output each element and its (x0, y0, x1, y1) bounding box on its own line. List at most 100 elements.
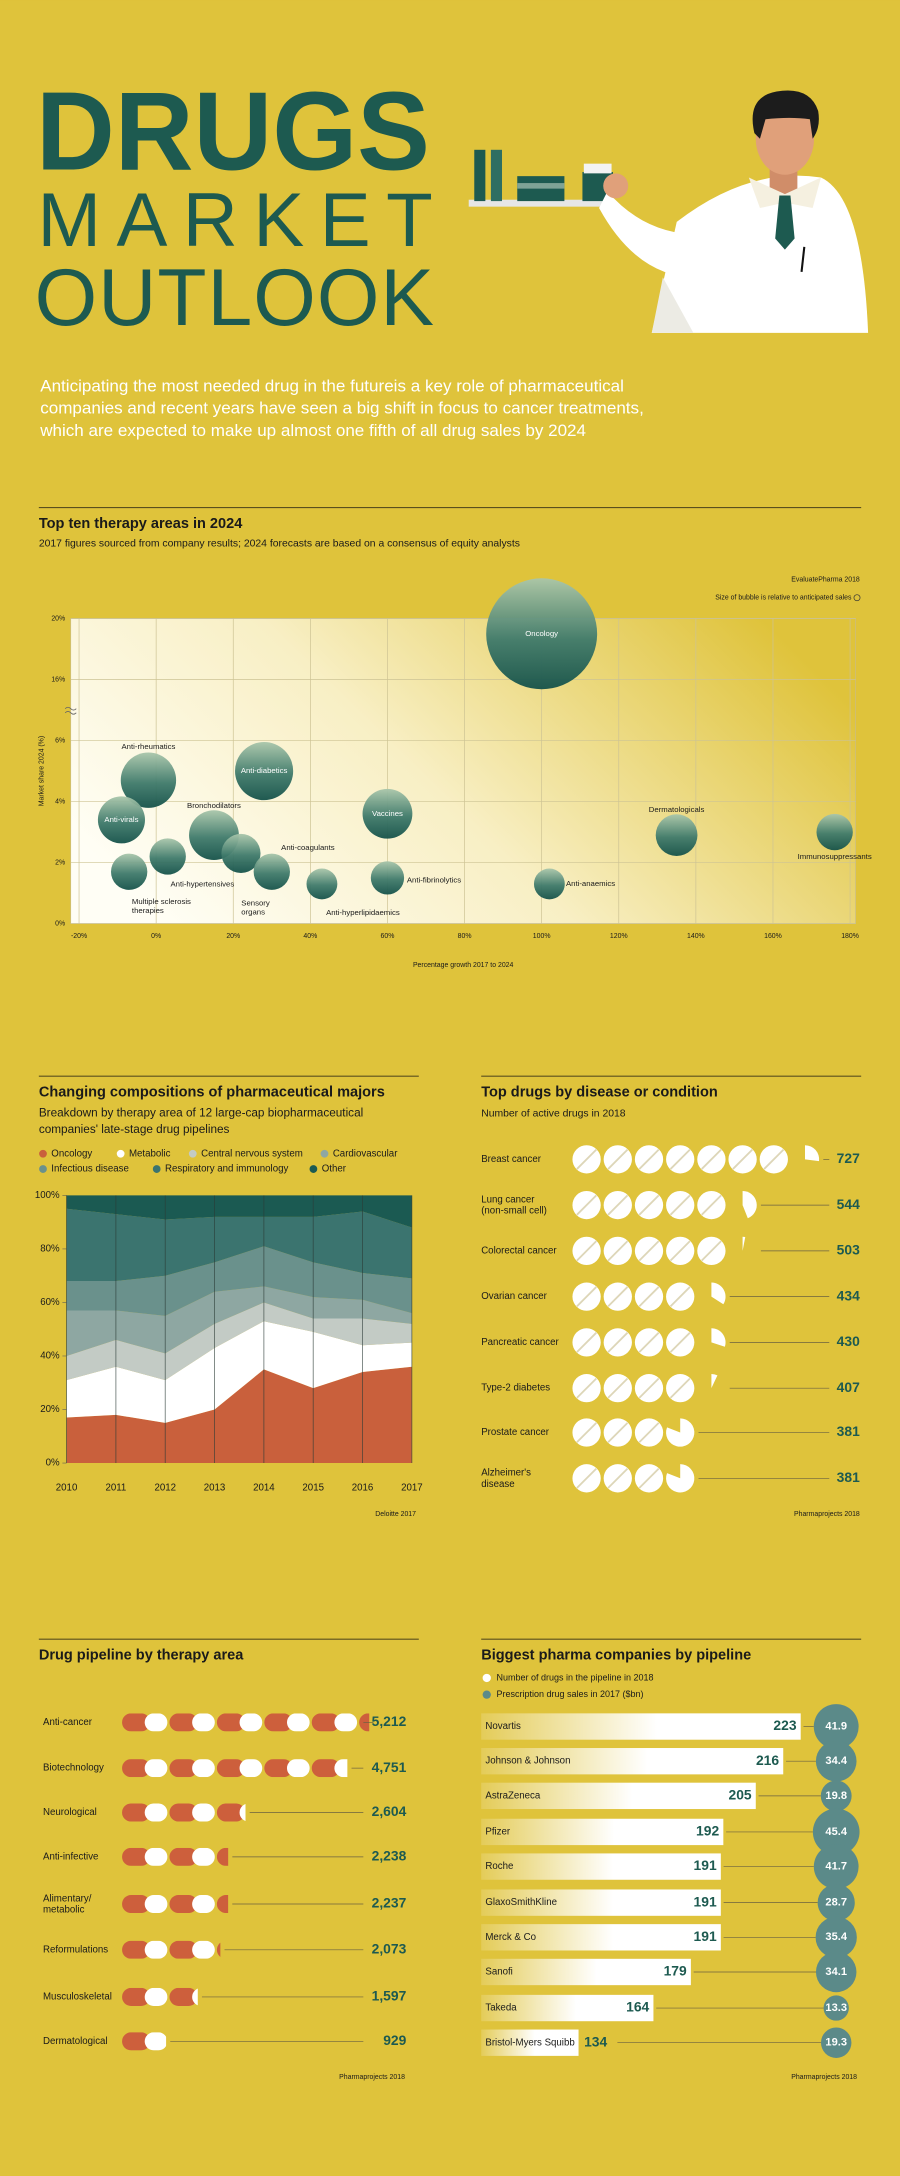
bubble (149, 838, 186, 875)
pill-fraction (666, 1418, 695, 1447)
capsule-half (169, 1713, 198, 1732)
bubble-label: Anti-hyperlipidaemics (326, 908, 400, 917)
value-label: 407 (837, 1379, 860, 1395)
intro-line: which are expected to make up almost one… (39, 421, 586, 440)
capsule-half (334, 1759, 348, 1778)
value-label: 1,597 (372, 1988, 407, 2004)
bubble (655, 814, 698, 856)
x-tick-label: 2012 (154, 1483, 176, 1494)
row-label: Lung cancer (non-small cell) (481, 1194, 547, 1216)
capsule-half (264, 1759, 293, 1778)
bar (481, 1853, 721, 1880)
pictogram-row (122, 1895, 229, 1914)
legend-label: Infectious disease (51, 1164, 129, 1175)
x-tick-label: 2014 (253, 1483, 275, 1494)
pictogram-row (122, 1940, 221, 1959)
capsule-half (239, 1759, 263, 1778)
value-label: 5,212 (372, 1713, 407, 1729)
pill-groove (669, 1194, 691, 1216)
value-label: 381 (837, 1469, 860, 1485)
row-label: Breast cancer (481, 1154, 542, 1165)
pictogram-row (572, 1374, 718, 1403)
value-label: 134 (584, 2033, 607, 2049)
bar (481, 1889, 721, 1916)
bubble-label: Sensory organs (241, 898, 272, 916)
x-tick-label: 2017 (401, 1483, 423, 1494)
y-tick-label: 20% (51, 615, 65, 622)
pill-groove (732, 1149, 753, 1170)
note: Size of bubble is relative to anticipate… (715, 595, 852, 602)
area (66, 1195, 412, 1228)
sales-label: 13.3 (825, 2002, 847, 2014)
value-label: 192 (696, 1823, 719, 1839)
x-tick-label: -20% (71, 933, 87, 940)
pill-groove (576, 1332, 597, 1353)
x-tick-label: 2010 (56, 1483, 78, 1494)
y-tick-label: 0% (46, 1458, 60, 1469)
capsule-half (144, 1847, 168, 1866)
capsule-half (216, 1713, 246, 1732)
info-icon (853, 594, 861, 602)
pictogram-row (572, 1282, 726, 1311)
source: Pharmaprojects 2018 (794, 1511, 860, 1518)
pill-groove (638, 1240, 660, 1262)
capsule-half (216, 1942, 221, 1957)
pictogram-row (572, 1236, 746, 1266)
capsule-half (286, 1713, 310, 1732)
plot-area (70, 618, 856, 924)
chart-title: Top ten therapy areas in 2024 (39, 516, 243, 532)
bar (481, 1782, 756, 1810)
capsule-half (169, 1940, 198, 1959)
capsule-half (144, 1940, 168, 1959)
x-tick-label: 60% (381, 933, 395, 940)
row-label: Anti-cancer (43, 1717, 93, 1728)
legend-swatch (152, 1165, 161, 1173)
sales-label: 34.1 (825, 1966, 847, 1978)
value-label: 503 (837, 1242, 860, 1258)
value-label: 2,238 (372, 1848, 407, 1864)
company-label: GlaxoSmithKline (485, 1897, 557, 1908)
source: Pharmaprojects 2018 (791, 2074, 857, 2081)
source: Pharmaprojects 2018 (339, 2074, 405, 2081)
capsule-half (192, 1940, 215, 1959)
y-tick-label: 16% (51, 676, 65, 683)
pill-groove (607, 1149, 629, 1170)
capsule-half (311, 1713, 340, 1732)
value-label: 191 (694, 1857, 717, 1873)
company-label: Pfizer (485, 1826, 511, 1837)
capsule-half (216, 1759, 246, 1778)
bubble (816, 813, 853, 851)
pill-groove (607, 1332, 629, 1353)
pill-groove (576, 1194, 597, 1216)
capsule-half (286, 1759, 310, 1778)
bubble (486, 578, 598, 690)
pill-groove (638, 1286, 660, 1307)
bubble-label: Oncology (525, 629, 558, 638)
legend-label: Prescription drug sales in 2017 ($bn) (496, 1689, 643, 1699)
pill-groove (576, 1149, 597, 1170)
pill-groove (701, 1194, 722, 1216)
capsule-half (144, 1803, 168, 1822)
area (66, 1208, 412, 1282)
bubble (533, 868, 565, 900)
bubble-label: Anti-virals (104, 815, 138, 824)
row-label: Musculoskeletal (43, 1992, 112, 2003)
x-tick-label: 160% (764, 933, 782, 940)
pictogram-row (122, 2032, 167, 2051)
capsule-half (122, 1803, 151, 1822)
bubble-label: Dermatologicals (649, 805, 705, 814)
company-label: Takeda (485, 2003, 517, 2014)
text-line: metabolic (43, 1904, 85, 1915)
text-line: (non-small cell) (481, 1205, 547, 1216)
pill-groove (669, 1149, 691, 1170)
capsule-half (144, 1759, 168, 1778)
y-tick-label: 60% (40, 1297, 60, 1308)
capsule-half (144, 1895, 168, 1914)
chart-title: Biggest pharma companies by pipeline (481, 1648, 751, 1664)
pill-groove (607, 1467, 629, 1489)
bar (481, 1748, 784, 1775)
value-label: 191 (694, 1893, 717, 1909)
pill-groove (607, 1286, 629, 1307)
text-line: Lung cancer (481, 1194, 537, 1205)
row-label: Type-2 diabetes (481, 1383, 550, 1394)
